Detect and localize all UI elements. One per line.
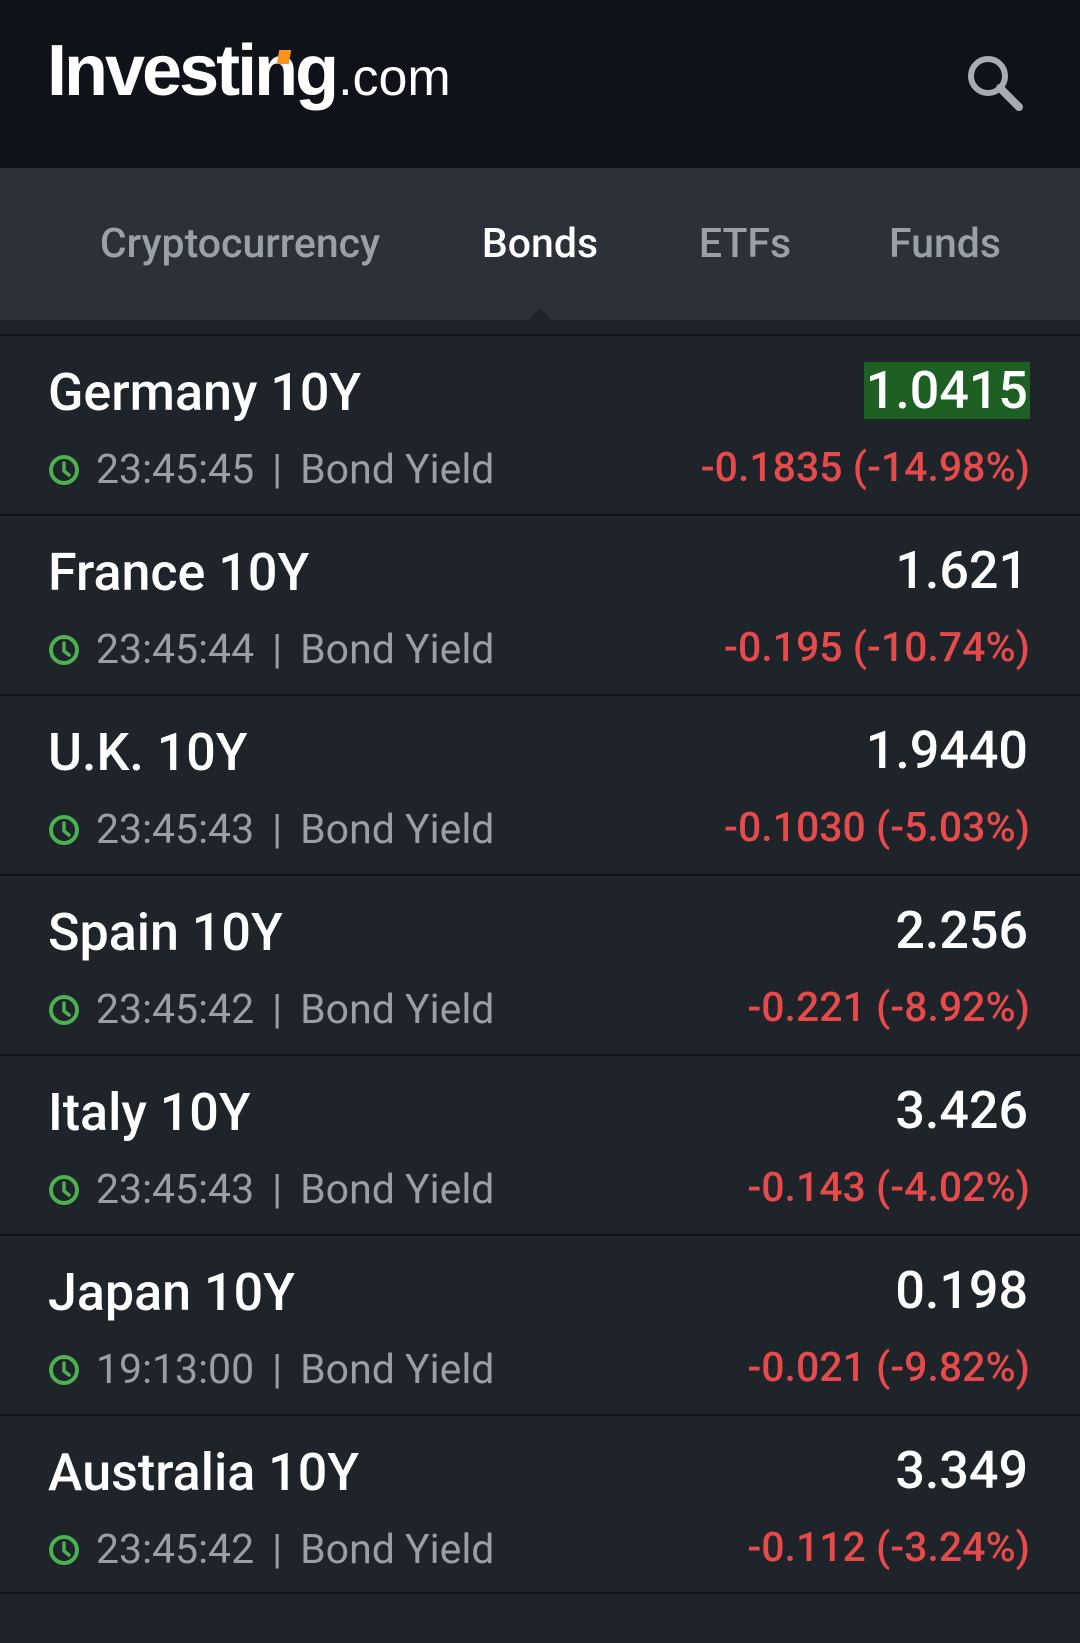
bond-meta: 23:45:43 | Bond Yield: [48, 1166, 494, 1214]
bond-time: 23:45:42: [96, 1526, 255, 1574]
bond-meta: 23:45:43 | Bond Yield: [48, 806, 494, 854]
bond-row-japan[interactable]: Japan 10Y 19:13:00 | Bond Yield 0.198 -0…: [0, 1234, 1080, 1414]
bond-price: 1.9440: [865, 720, 1028, 781]
bond-row-australia[interactable]: Australia 10Y 23:45:42 | Bond Yield 3.34…: [0, 1414, 1080, 1594]
tab-bonds[interactable]: Bonds: [450, 168, 630, 320]
bond-price: 3.349: [895, 1440, 1028, 1501]
clock-icon: [48, 454, 80, 486]
separator: |: [272, 986, 283, 1034]
bond-time: 23:45:44: [96, 626, 255, 674]
bond-name: Spain 10Y: [48, 902, 283, 963]
bond-meta: 23:45:42 | Bond Yield: [48, 1526, 494, 1574]
bond-row-spain[interactable]: Spain 10Y 23:45:42 | Bond Yield 2.256 -0…: [0, 874, 1080, 1054]
bond-name: U.K. 10Y: [48, 722, 248, 783]
bond-price: 0.198: [895, 1260, 1028, 1321]
bond-price: 1.0415: [863, 360, 1030, 421]
search-icon: [968, 56, 1023, 111]
clock-icon: [48, 1534, 80, 1566]
bond-meta: 23:45:45 | Bond Yield: [48, 446, 494, 494]
top-bar: Investing .com: [0, 0, 1080, 168]
bond-time: 23:45:45: [96, 446, 255, 494]
bond-type: Bond Yield: [300, 1526, 495, 1574]
clock-icon: [48, 1174, 80, 1206]
bond-type: Bond Yield: [300, 446, 495, 494]
bond-change: -0.143 (-4.02%): [747, 1164, 1030, 1212]
bond-type: Bond Yield: [300, 806, 495, 854]
logo-accent-mark: [276, 50, 292, 64]
separator: |: [272, 446, 283, 494]
bond-meta: 23:45:44 | Bond Yield: [48, 626, 494, 674]
bond-price: 2.256: [895, 900, 1028, 961]
bond-row-uk[interactable]: U.K. 10Y 23:45:43 | Bond Yield 1.9440 -0…: [0, 694, 1080, 874]
bond-row-france[interactable]: France 10Y 23:45:44 | Bond Yield 1.621 -…: [0, 514, 1080, 694]
tab-label: Funds: [889, 220, 1001, 268]
clock-icon: [48, 634, 80, 666]
bond-name: Australia 10Y: [48, 1442, 360, 1503]
bond-row-germany[interactable]: Germany 10Y 23:45:45 | Bond Yield 1.0415…: [0, 334, 1080, 514]
tab-label: Bonds: [481, 220, 599, 268]
bond-name: Italy 10Y: [48, 1082, 251, 1143]
separator: |: [272, 806, 283, 854]
bond-type: Bond Yield: [300, 626, 495, 674]
bond-price: 1.621: [895, 540, 1028, 601]
bond-price: 3.426: [895, 1080, 1028, 1141]
bond-meta: 23:45:42 | Bond Yield: [48, 986, 494, 1034]
bond-meta: 19:13:00 | Bond Yield: [48, 1346, 494, 1394]
tab-label: ETFs: [698, 220, 792, 268]
bond-change: -0.1835 (-14.98%): [700, 444, 1030, 492]
bond-name: Germany 10Y: [48, 362, 362, 423]
logo-main-text: Investing: [47, 31, 339, 111]
category-tabs: Cryptocurrency Bonds ETFs Funds: [0, 168, 1080, 320]
clock-icon: [48, 1354, 80, 1386]
bond-list: Germany 10Y 23:45:45 | Bond Yield 1.0415…: [0, 334, 1080, 1594]
separator: |: [272, 1346, 283, 1394]
bond-time: 23:45:43: [96, 1166, 255, 1214]
bond-name: Japan 10Y: [48, 1262, 295, 1323]
bond-time: 23:45:42: [96, 986, 255, 1034]
bond-row-italy[interactable]: Italy 10Y 23:45:43 | Bond Yield 3.426 -0…: [0, 1054, 1080, 1234]
bond-type: Bond Yield: [300, 1166, 495, 1214]
active-tab-indicator: [528, 308, 552, 320]
bond-change: -0.112 (-3.24%): [747, 1524, 1030, 1572]
clock-icon: [48, 814, 80, 846]
tab-etfs[interactable]: ETFs: [680, 168, 810, 320]
separator: |: [272, 1166, 283, 1214]
separator: |: [272, 626, 283, 674]
separator: |: [272, 1526, 283, 1574]
bond-name: France 10Y: [48, 542, 310, 603]
bond-time: 19:13:00: [96, 1346, 255, 1394]
tab-cryptocurrency[interactable]: Cryptocurrency: [80, 168, 400, 320]
tab-funds[interactable]: Funds: [870, 168, 1020, 320]
logo-suffix-text: .com: [338, 49, 451, 107]
bond-type: Bond Yield: [300, 986, 495, 1034]
bond-type: Bond Yield: [300, 1346, 495, 1394]
bond-change: -0.1030 (-5.03%): [724, 804, 1030, 852]
clock-icon: [48, 994, 80, 1026]
tab-label: Cryptocurrency: [99, 220, 381, 268]
bond-change: -0.021 (-9.82%): [747, 1344, 1030, 1392]
investing-logo[interactable]: Investing .com: [47, 35, 451, 135]
bond-change: -0.195 (-10.74%): [724, 624, 1030, 672]
bond-time: 23:45:43: [96, 806, 255, 854]
bond-change: -0.221 (-8.92%): [747, 984, 1030, 1032]
search-button[interactable]: [962, 50, 1026, 114]
